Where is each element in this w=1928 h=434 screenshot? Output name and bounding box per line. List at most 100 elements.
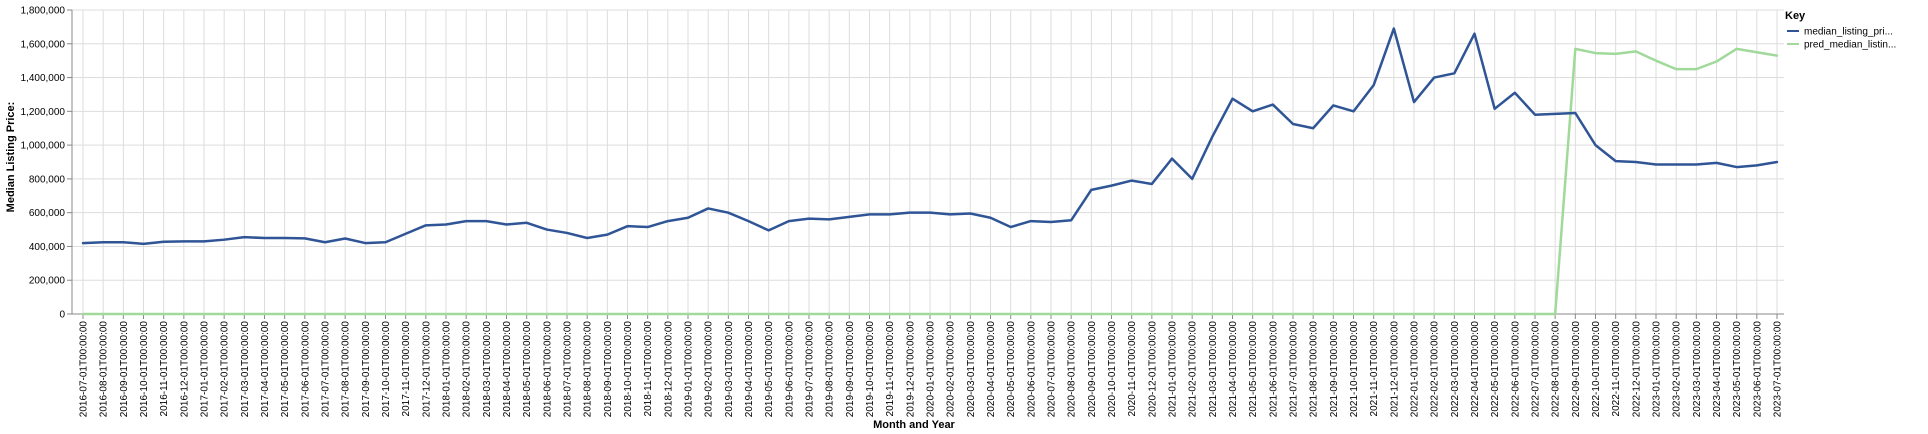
x-tick-label: 2019-04-01T00:00:00 <box>744 321 755 418</box>
x-tick-label: 2018-02-01T00:00:00 <box>462 321 473 418</box>
y-tick-label: 400,000 <box>29 242 66 253</box>
x-tick-label: 2017-04-01T00:00:00 <box>260 321 271 418</box>
x-tick-label: 2023-01-01T00:00:00 <box>1652 321 1663 418</box>
x-tick-label: 2021-04-01T00:00:00 <box>1228 321 1239 418</box>
x-tick-label: 2020-06-01T00:00:00 <box>1026 321 1037 418</box>
x-tick-label: 2022-07-01T00:00:00 <box>1531 321 1542 418</box>
x-tick-label: 2019-12-01T00:00:00 <box>905 321 916 418</box>
x-tick-label: 2021-08-01T00:00:00 <box>1309 321 1320 418</box>
x-tick-label: 2017-07-01T00:00:00 <box>321 321 332 418</box>
x-tick-label: 2020-07-01T00:00:00 <box>1047 321 1058 418</box>
y-tick-label: 800,000 <box>29 174 66 185</box>
x-tick-label: 2020-03-01T00:00:00 <box>966 321 977 418</box>
legend-label-0: median_listing_pri... <box>1804 27 1893 38</box>
series-line-0 <box>81 27 1779 246</box>
x-tick-label: 2021-06-01T00:00:00 <box>1268 321 1279 418</box>
y-tick-label: 1,000,000 <box>21 141 66 152</box>
x-tick-label: 2018-04-01T00:00:00 <box>502 321 513 418</box>
x-tick-label: 2018-05-01T00:00:00 <box>522 321 533 418</box>
legend-label-1: pred_median_listin... <box>1804 40 1896 51</box>
grid-lines <box>72 9 1784 315</box>
x-tick-label: 2021-03-01T00:00:00 <box>1208 321 1219 418</box>
x-tick-label: 2022-09-01T00:00:00 <box>1571 321 1582 418</box>
x-tick-label: 2017-03-01T00:00:00 <box>240 321 251 418</box>
x-tick-label: 2017-10-01T00:00:00 <box>381 321 392 418</box>
x-tick-label: 2017-11-01T00:00:00 <box>401 321 412 417</box>
x-tick-label: 2023-06-01T00:00:00 <box>1752 321 1763 418</box>
x-tick-label: 2019-09-01T00:00:00 <box>845 321 856 418</box>
x-tick-label: 2022-12-01T00:00:00 <box>1631 321 1642 418</box>
x-tick-label: 2022-10-01T00:00:00 <box>1591 321 1602 418</box>
x-tick-label: 2021-05-01T00:00:00 <box>1248 321 1259 418</box>
x-tick-label: 2022-05-01T00:00:00 <box>1490 321 1501 418</box>
x-tick-label: 2019-01-01T00:00:00 <box>684 321 695 418</box>
x-tick-label: 2016-10-01T00:00:00 <box>139 321 150 418</box>
x-tick-label: 2018-11-01T00:00:00 <box>643 321 654 417</box>
x-tick-label: 2020-01-01T00:00:00 <box>926 321 937 418</box>
x-tick-label: 2020-09-01T00:00:00 <box>1087 321 1098 418</box>
x-tick-label: 2016-07-01T00:00:00 <box>79 321 90 418</box>
x-tick-label: 2021-01-01T00:00:00 <box>1168 321 1179 418</box>
y-tick-label: 1,600,000 <box>21 39 66 50</box>
series-layer <box>81 27 1779 316</box>
x-tick-label: 2017-06-01T00:00:00 <box>300 321 311 418</box>
x-tick-label: 2016-11-01T00:00:00 <box>159 321 170 417</box>
x-axis: 2016-07-01T00:00:00 2016-08-01T00:00:00 20… <box>72 313 1784 418</box>
y-tick-label: 200,000 <box>29 276 66 287</box>
x-tick-label: 2018-06-01T00:00:00 <box>542 321 553 418</box>
x-tick-label: 2023-03-01T00:00:00 <box>1692 321 1703 418</box>
x-tick-label: 2022-08-01T00:00:00 <box>1551 321 1562 418</box>
y-tick-label: 1,200,000 <box>21 107 66 118</box>
x-tick-label: 2017-08-01T00:00:00 <box>341 321 352 418</box>
x-tick-label: 2022-02-01T00:00:00 <box>1430 321 1441 418</box>
x-tick-label: 2022-06-01T00:00:00 <box>1510 321 1521 418</box>
x-tick-label: 2018-10-01T00:00:00 <box>623 321 634 418</box>
x-tick-label: 2021-02-01T00:00:00 <box>1188 321 1199 418</box>
x-tick-label: 2017-05-01T00:00:00 <box>280 321 291 418</box>
x-tick-label: 2018-09-01T00:00:00 <box>603 321 614 418</box>
legend[interactable]: Key median_listing_pri... pred_median_lis… <box>1785 10 1896 51</box>
x-tick-label: 2023-07-01T00:00:00 <box>1773 321 1784 418</box>
series-line-1 <box>81 47 1779 316</box>
x-tick-label: 2018-08-01T00:00:00 <box>583 321 594 418</box>
x-tick-label: 2023-04-01T00:00:00 <box>1712 321 1723 418</box>
x-tick-label: 2021-09-01T00:00:00 <box>1329 321 1340 418</box>
x-tick-label: 2019-05-01T00:00:00 <box>764 321 775 418</box>
x-tick-label: 2019-03-01T00:00:00 <box>724 321 735 418</box>
x-tick-label: 2018-07-01T00:00:00 <box>563 321 574 418</box>
x-tick-label: 2020-12-01T00:00:00 <box>1147 321 1158 418</box>
y-tick-label: 1,800,000 <box>21 6 66 17</box>
x-tick-label: 2021-10-01T00:00:00 <box>1349 321 1360 418</box>
x-tick-label: 2022-03-01T00:00:00 <box>1450 321 1461 418</box>
y-tick-label: 600,000 <box>29 208 66 219</box>
x-tick-label: 2020-04-01T00:00:00 <box>986 321 997 418</box>
x-tick-label: 2019-08-01T00:00:00 <box>825 321 836 418</box>
legend-title: Key <box>1785 10 1806 22</box>
x-tick-label: 2019-07-01T00:00:00 <box>805 321 816 418</box>
x-tick-label: 2016-12-01T00:00:00 <box>179 321 190 418</box>
x-tick-label: 2020-02-01T00:00:00 <box>946 321 957 418</box>
x-tick-label: 2018-03-01T00:00:00 <box>482 321 493 418</box>
y-tick-label: 0 <box>59 310 65 321</box>
x-axis-title: Month and Year <box>873 419 955 431</box>
x-tick-label: 2017-12-01T00:00:00 <box>421 321 432 418</box>
x-tick-label: 2022-01-01T00:00:00 <box>1410 321 1421 418</box>
x-tick-label: 2021-11-01T00:00:00 <box>1369 321 1380 417</box>
x-tick-label: 2020-11-01T00:00:00 <box>1127 321 1138 417</box>
x-tick-label: 2017-09-01T00:00:00 <box>361 321 372 418</box>
y-axis: 0 200,000 400,000 600,000 800,000 1,000,000 1,… <box>21 6 73 321</box>
x-tick-label: 2018-12-01T00:00:00 <box>663 321 674 418</box>
x-tick-label: 2020-05-01T00:00:00 <box>1006 321 1017 418</box>
x-tick-label: 2017-02-01T00:00:00 <box>220 321 231 418</box>
x-tick-label: 2023-05-01T00:00:00 <box>1732 321 1743 418</box>
x-tick-label: 2016-09-01T00:00:00 <box>119 321 130 418</box>
x-tick-label: 2020-10-01T00:00:00 <box>1107 321 1118 418</box>
x-tick-label: 2021-12-01T00:00:00 <box>1389 321 1400 418</box>
x-tick-label: 2019-10-01T00:00:00 <box>865 321 876 418</box>
x-tick-label: 2022-11-01T00:00:00 <box>1611 321 1622 417</box>
x-tick-label: 2023-02-01T00:00:00 <box>1672 321 1683 418</box>
x-tick-label: 2017-01-01T00:00:00 <box>200 321 211 418</box>
y-axis-title: Median Listing Price: <box>5 102 17 213</box>
x-tick-label: 2020-08-01T00:00:00 <box>1067 321 1078 418</box>
